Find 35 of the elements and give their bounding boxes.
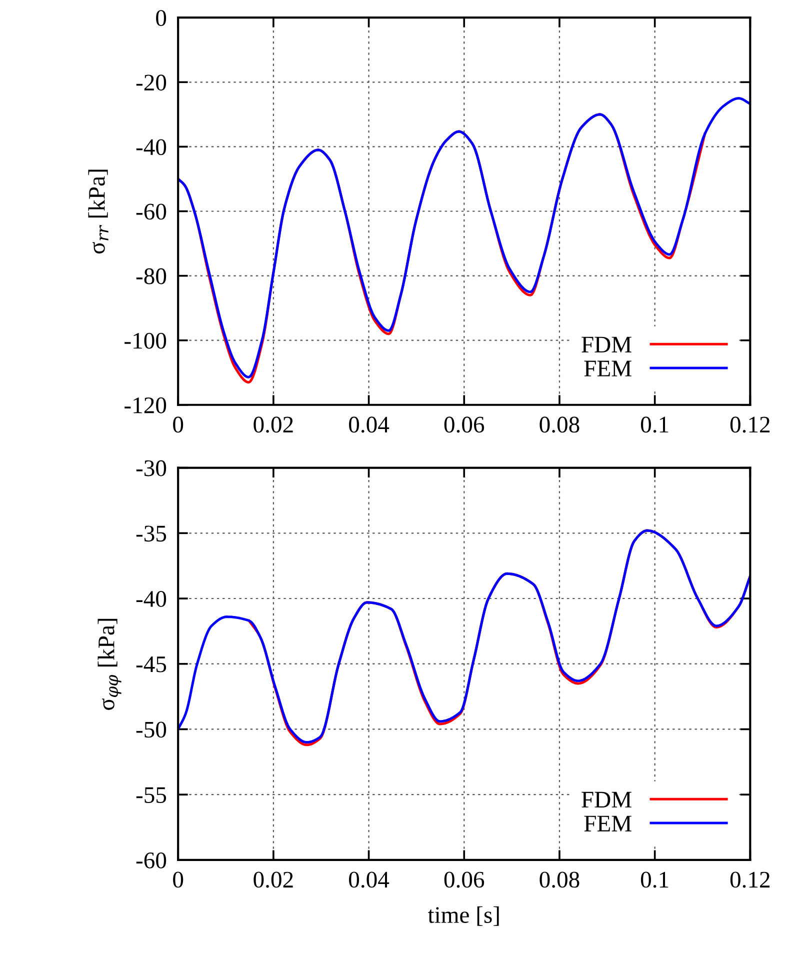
x-tick-label: 0.12 <box>730 872 770 888</box>
x-tick-label: 0.06 <box>444 416 484 433</box>
legend-label: FEM <box>584 360 632 376</box>
x-tick-label: 0.1 <box>640 416 668 433</box>
y-tick-label: -100 <box>124 332 166 349</box>
x-tick-label: 0.06 <box>444 872 484 888</box>
legend-label: FDM <box>582 336 632 352</box>
x-axis-title: time [s] <box>428 906 499 926</box>
x-tick-label: 0.04 <box>349 416 390 433</box>
x-tick-label: 0.1 <box>640 872 668 888</box>
x-tick-label: 0.02 <box>254 416 293 433</box>
y-tick-label: -50 <box>136 722 166 738</box>
x-tick-label: 0.12 <box>730 416 770 433</box>
x-tick-label: 0 <box>173 416 184 433</box>
y-tick-label: -80 <box>136 268 166 284</box>
y-axis-title: σ$_{rr}$ [kPa] <box>88 170 108 254</box>
x-tick-label: 0 <box>173 872 184 888</box>
y-tick-label: -20 <box>136 74 166 91</box>
x-tick-label: 0.08 <box>540 872 580 888</box>
y-tick-label: -55 <box>136 787 166 804</box>
y-tick-label: -30 <box>136 460 166 476</box>
y-tick-label: 0 <box>156 10 166 26</box>
y-tick-label: -40 <box>136 139 166 156</box>
x-tick-label: 0.08 <box>540 416 580 433</box>
x-tick-label: 0.02 <box>254 872 293 888</box>
legend-label: FDM <box>582 792 632 808</box>
y-tick-label: -40 <box>136 590 166 607</box>
y-axis-title: σ$_{φφ}$ [kPa] <box>98 618 122 710</box>
y-tick-label: -60 <box>136 852 166 868</box>
y-tick-label: -60 <box>136 204 166 220</box>
y-tick-label: -35 <box>136 526 166 542</box>
y-tick-label: -45 <box>136 656 166 672</box>
y-tick-label: -120 <box>124 397 166 414</box>
legend-label: FEM <box>584 816 632 832</box>
x-tick-label: 0.04 <box>349 872 390 888</box>
